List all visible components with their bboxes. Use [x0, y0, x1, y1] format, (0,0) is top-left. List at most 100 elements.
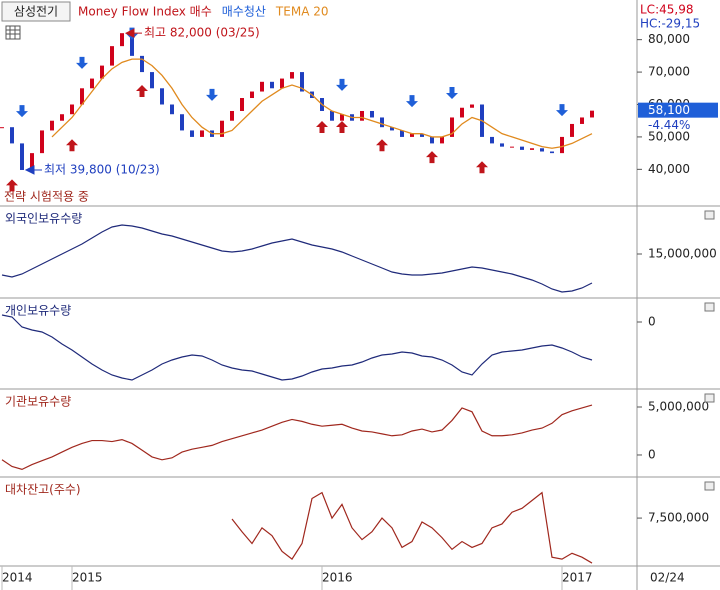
- y-tick-label: 40,000: [648, 162, 690, 176]
- candle: [100, 65, 104, 79]
- candle: [250, 91, 254, 99]
- annotation-arrow: [24, 165, 42, 175]
- candle: [130, 33, 134, 56]
- candle: [410, 133, 414, 137]
- signal-arrow: [336, 121, 348, 134]
- last-price-box: [638, 102, 718, 118]
- title-box: [1, 1, 71, 22]
- candle: [590, 110, 594, 118]
- candle: [220, 120, 224, 137]
- candle: [280, 78, 284, 89]
- candle: [300, 72, 304, 92]
- signal-arrow: [426, 151, 438, 164]
- candle: [20, 143, 24, 170]
- candle: [580, 117, 584, 124]
- tema-line: [51, 58, 593, 149]
- candle: [490, 136, 494, 144]
- candle: [90, 78, 94, 89]
- candle: [180, 114, 184, 131]
- chart-title: 삼성전기: [14, 5, 58, 19]
- hc-label: HC:-29,15: [640, 17, 700, 31]
- candle: [110, 46, 114, 66]
- candle: [80, 88, 84, 105]
- last-price-label: 58,100: [648, 103, 690, 117]
- status-text: 전략 시험적용 중: [4, 190, 89, 204]
- candle: [360, 110, 364, 121]
- candle: [200, 130, 204, 137]
- y-tick-label: 0: [648, 447, 656, 461]
- candle: [390, 127, 394, 131]
- signal-arrow: [16, 105, 28, 118]
- grid-icon[interactable]: [5, 25, 21, 40]
- x-tick-label: 2014: [2, 571, 33, 585]
- signal-arrow: [206, 88, 218, 101]
- x-tick-label: 2017: [562, 571, 593, 585]
- signal-arrow: [316, 121, 328, 134]
- candle: [170, 104, 174, 115]
- current-date: 02/24: [650, 571, 685, 585]
- candle: [430, 136, 434, 144]
- candle: [500, 143, 504, 147]
- candle: [540, 148, 544, 152]
- signal-arrow: [446, 86, 458, 99]
- candle: [470, 104, 474, 108]
- signal-arrow: [336, 78, 348, 91]
- candle: [560, 136, 564, 154]
- candle: [440, 136, 444, 144]
- y-tick-label: 70,000: [648, 65, 690, 79]
- annotation: 최저 39,800 (10/23): [44, 162, 160, 176]
- close-button[interactable]: [704, 210, 715, 220]
- candle: [160, 88, 164, 105]
- signal-arrow: [76, 56, 88, 69]
- candle: [570, 123, 574, 137]
- panel-title: 기관보유수량: [5, 395, 71, 409]
- signal-arrow: [66, 139, 78, 152]
- candle: [330, 110, 334, 121]
- y-tick-label: 80,000: [648, 32, 690, 46]
- signal-arrow: [6, 179, 18, 192]
- signal-arrow: [406, 95, 418, 108]
- close-button[interactable]: [704, 393, 715, 403]
- lc-label: LC:45,98: [640, 3, 693, 17]
- panel-title: 대차잔고(주수): [5, 483, 81, 497]
- candle: [380, 117, 384, 128]
- series-line: [231, 491, 593, 564]
- legend-entry: 매수청산: [222, 5, 266, 19]
- y-tick-label: 0: [648, 315, 656, 329]
- candle: [270, 81, 274, 89]
- candle: [550, 151, 554, 154]
- signal-arrow: [376, 139, 388, 152]
- icon-frame[interactable]: [5, 25, 21, 40]
- candle: [150, 72, 154, 89]
- series-line: [1, 224, 593, 293]
- x-tick-label: 2016: [322, 571, 353, 585]
- candle: [230, 110, 234, 121]
- candle: [260, 81, 264, 92]
- annotation-arrow: [124, 28, 142, 38]
- candle: [190, 130, 194, 137]
- x-tick-label: 2015: [72, 571, 103, 585]
- y-tick-label: 5,000,000: [648, 399, 709, 413]
- candle: [340, 114, 344, 121]
- candle: [70, 104, 74, 115]
- legend-entry: Money Flow Index 매수: [78, 5, 212, 19]
- candle: [370, 110, 374, 118]
- legend-entry: TEMA 20: [275, 5, 329, 19]
- candle: [0, 127, 4, 129]
- signal-arrow: [556, 104, 568, 117]
- candle: [460, 107, 464, 118]
- candle: [50, 120, 54, 131]
- candle: [420, 133, 424, 137]
- signal-arrow: [136, 85, 148, 98]
- close-button[interactable]: [704, 481, 715, 491]
- panel-title: 외국인보유수량: [5, 212, 82, 226]
- candle: [40, 130, 44, 154]
- candle: [400, 130, 404, 137]
- candle: [290, 72, 294, 79]
- candle: [520, 146, 524, 150]
- close-button[interactable]: [704, 302, 715, 312]
- icon-lines[interactable]: [6, 26, 20, 39]
- candle: [450, 117, 454, 137]
